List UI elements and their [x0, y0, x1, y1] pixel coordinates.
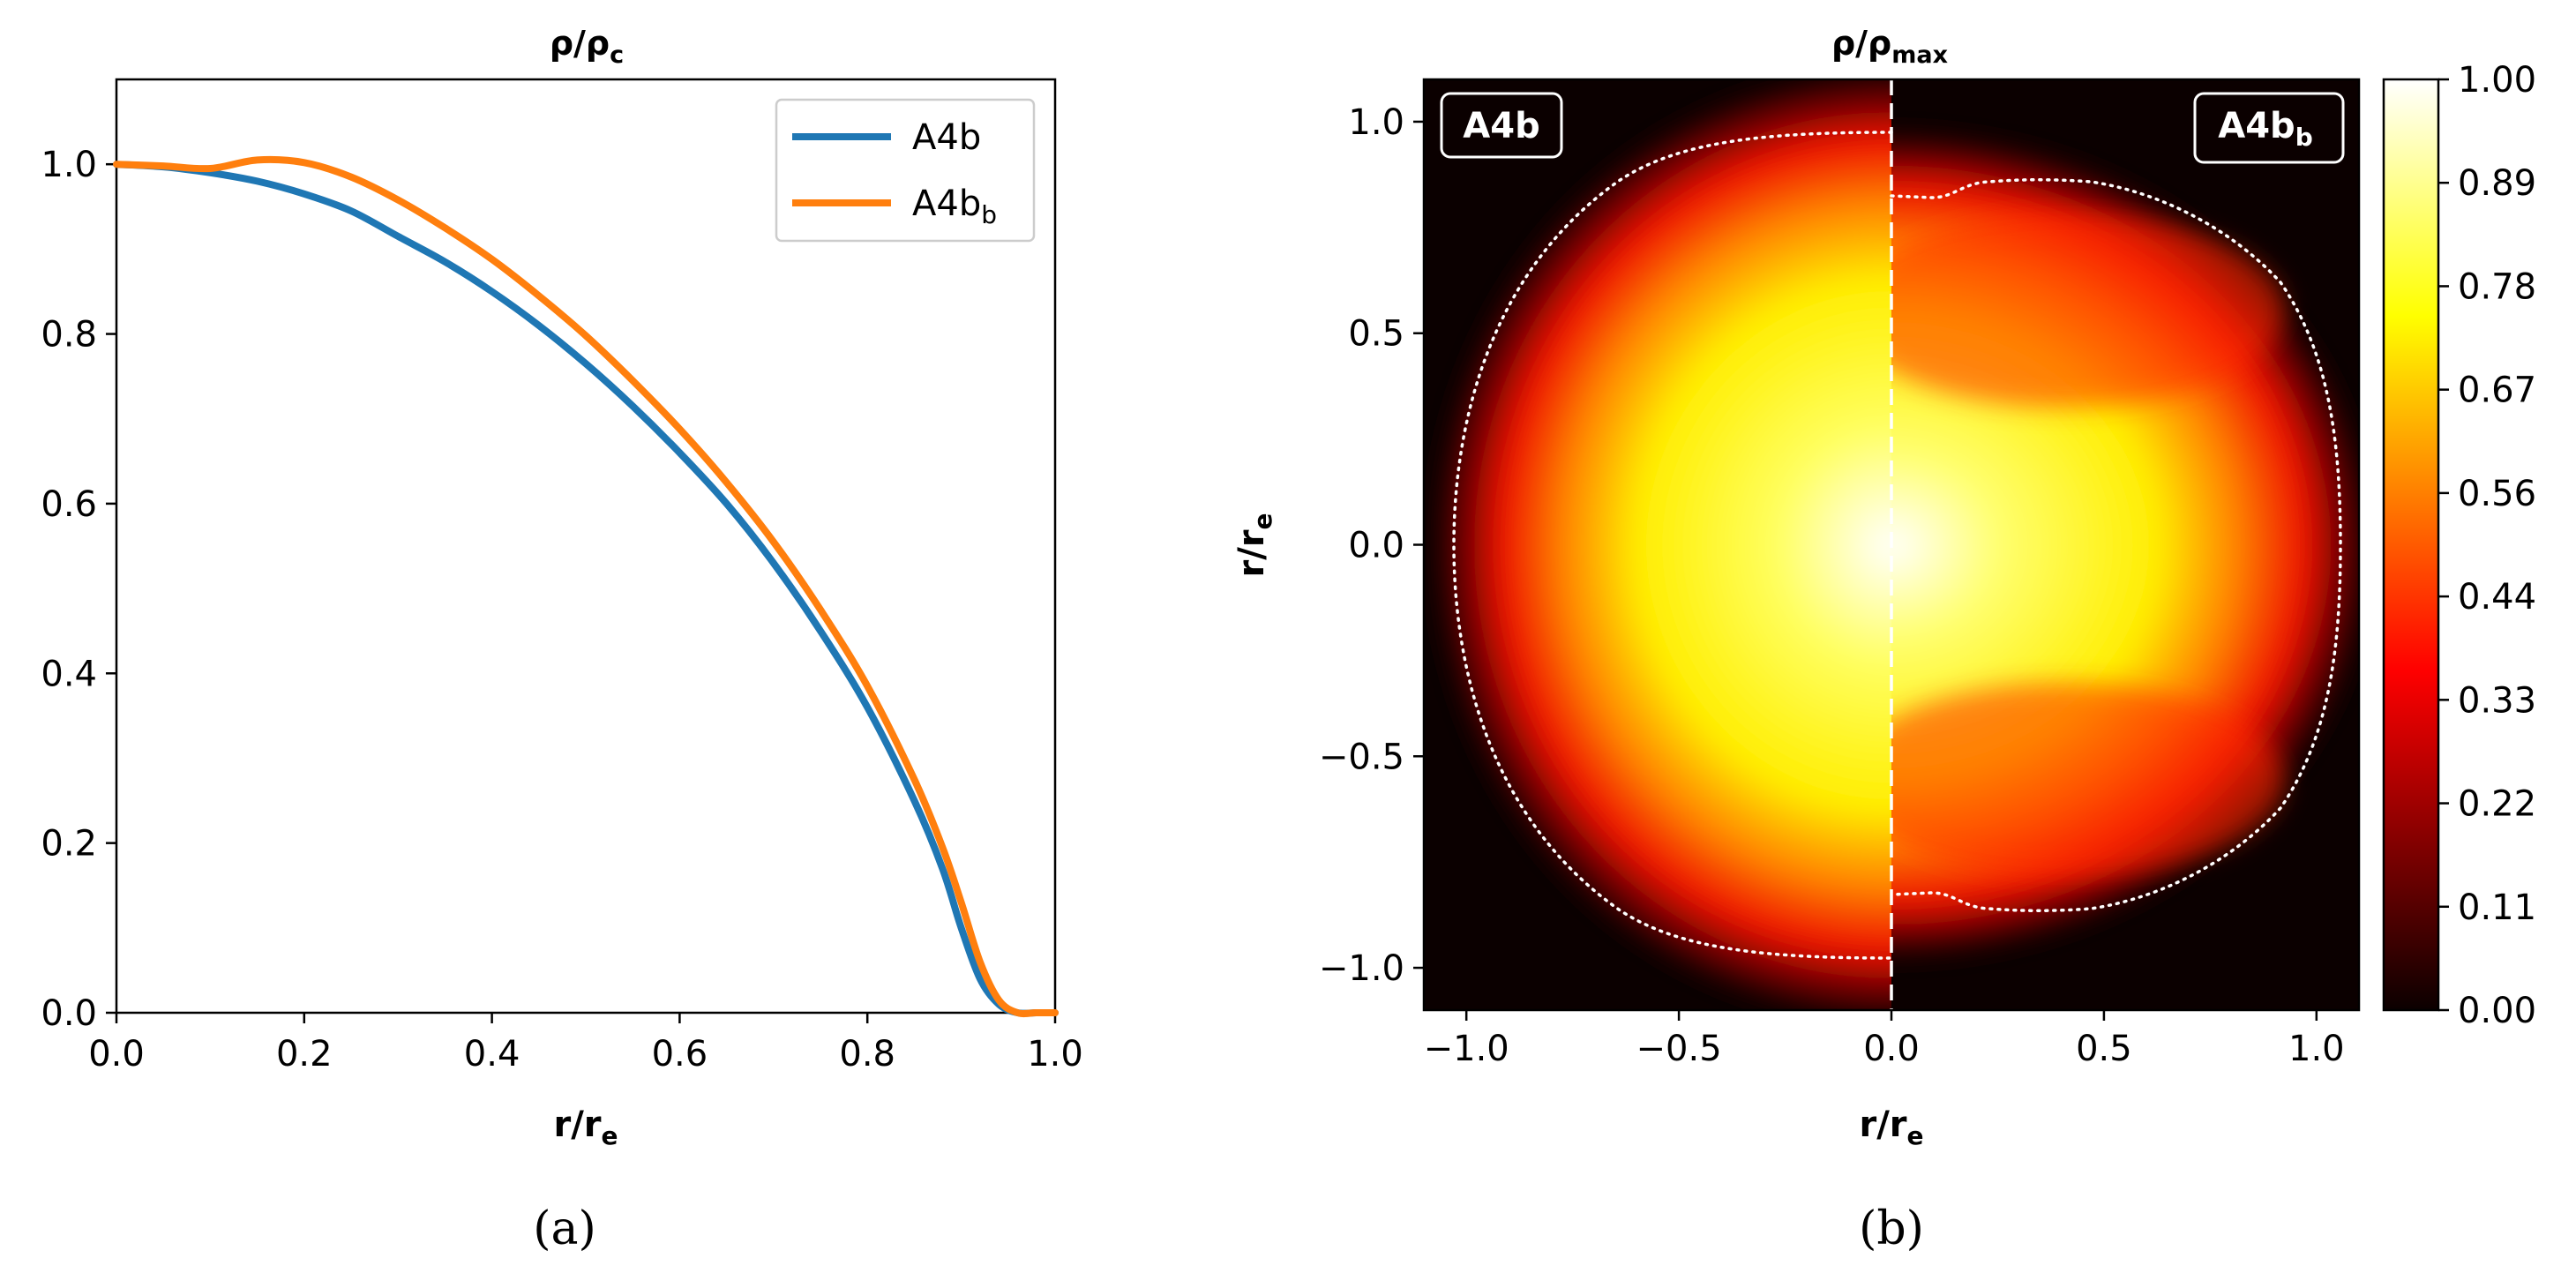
surface-contours: [1452, 131, 2342, 960]
chart-b-x-tick-label: 1.0: [2288, 1029, 2345, 1069]
chart-a-x-axis: 0.0 0.2 0.4 0.6 0.8 1.0: [88, 1013, 1083, 1075]
chart-a-title-main: ρ/ρ: [550, 24, 610, 63]
colorbar-tick-label: 0.33: [2458, 680, 2536, 721]
chart-b-x-label-sub: e: [1907, 1121, 1924, 1150]
chart-b-x-tick-label: −0.5: [1636, 1029, 1722, 1069]
chart-a-y-tick-label: 0.8: [41, 315, 97, 356]
label-a4bb-badge: A4bb: [2193, 92, 2345, 164]
label-a4b-text: A4b: [1463, 106, 1539, 146]
chart-a-x-label-sub: e: [602, 1121, 618, 1150]
chart-b-y-tick-label: 1.0: [1348, 102, 1404, 143]
label-a4b-main: A4b: [1463, 106, 1539, 146]
colorbar: 0.00 0.11 0.22 0.33 0.44 0.56 0.67 0.78 0.89 1.00: [2382, 60, 2536, 1031]
chart-b-y-tick-label: 0.0: [1348, 526, 1404, 566]
chart-a-title-sub: c: [610, 41, 624, 69]
chart-a-x-tick-label: 0.4: [464, 1034, 520, 1075]
label-a4bb-main: A4b: [2218, 106, 2295, 146]
chart-b-x-tick-label: −1.0: [1424, 1029, 1509, 1069]
caption-b: (b): [1859, 1202, 1924, 1255]
chart-b-y-label: r/re: [1232, 513, 1277, 577]
colorbar-tick-label: 0.22: [2458, 784, 2536, 825]
colorbar-tick-label: 0.89: [2458, 163, 2536, 204]
heatmap-right-half: [1891, 131, 2359, 960]
surface-contour-right: [1890, 178, 2342, 912]
heatmap-left-half: [1433, 79, 1891, 1010]
chart-b-title: ρ/ρmax: [1831, 24, 1948, 69]
colorbar-ticks: 0.00 0.11 0.22 0.33 0.44 0.56 0.67 0.78 0.89 1.00: [2438, 60, 2536, 1031]
chart-b-x-label-main: r/r: [1859, 1105, 1906, 1145]
chart-a-x-tick-label: 0.8: [839, 1034, 895, 1075]
chart-b-title-main: ρ/ρ: [1831, 24, 1891, 63]
chart-a-y-tick-label: 0.0: [41, 993, 97, 1034]
density-blob-a4b: [1433, 79, 1891, 1010]
legend-label-a4b: A4b: [912, 117, 981, 158]
colorbar-tick-label: 0.44: [2458, 577, 2536, 618]
chart-b-y-tick-label: −0.5: [1319, 737, 1404, 777]
series-line-a4bb: [113, 155, 1059, 1018]
colorbar-tick-label: 0.56: [2458, 474, 2536, 514]
chart-b-x-tick-label: 0.5: [2076, 1029, 2132, 1069]
legend-label-a4b-main: A4b: [912, 117, 981, 158]
chart-b-x-label: r/re: [1859, 1105, 1923, 1150]
chart-a-y-tick-label: 0.4: [41, 654, 97, 694]
chart-b-x-tick-label: 0.0: [1863, 1029, 1920, 1069]
label-a4b-box: [1440, 92, 1563, 159]
chart-a-y-tick-label: 0.6: [41, 484, 97, 525]
label-a4bb-sub: b: [2295, 123, 2313, 152]
chart-a-y-axis: 0.0 0.2 0.4 0.6 0.8 1.0: [41, 145, 116, 1034]
chart-a-series: [113, 155, 1059, 1018]
surface-contour-left: [1452, 131, 1893, 960]
label-a4bb-box: [2193, 92, 2345, 164]
chart-a-legend: A4b A4bb: [775, 98, 1036, 243]
caption-a: (a): [533, 1202, 596, 1255]
colorbar-tick-label: 0.11: [2458, 887, 2536, 928]
chart-a-x-tick-label: 1.0: [1027, 1034, 1083, 1075]
chart-b-y-label-sub: e: [1248, 513, 1277, 529]
legend-label-a4bb-sub: b: [981, 200, 997, 229]
chart-a-title: ρ/ρc: [550, 24, 624, 69]
label-a4bb-text: A4bb: [2218, 106, 2312, 152]
colorbar-tick-label: 0.78: [2458, 266, 2536, 307]
chart-a-x-tick-label: 0.0: [88, 1034, 145, 1075]
chart-a-y-tick-label: 0.2: [41, 824, 97, 865]
legend-label-a4bb-main: A4b: [912, 183, 981, 224]
series-line-a4b: [113, 161, 1059, 1017]
chart-b-y-tick-label: −1.0: [1319, 948, 1404, 989]
chart-b-x-axis: −1.0 −0.5 0.0 0.5 1.0: [1424, 1010, 2345, 1069]
chart-b-y-axis: −1.0 −0.5 0.0 0.5 1.0: [1319, 102, 1424, 989]
density-lobe-upper: [1891, 213, 2285, 408]
chart-a-x-tick-label: 0.6: [652, 1034, 708, 1075]
colorbar-tick-label: 0.00: [2458, 991, 2536, 1031]
chart-b-title-sub: max: [1891, 41, 1948, 69]
chart-b-y-tick-label: 0.5: [1348, 314, 1404, 355]
heatmap-panel: ρ/ρmax A4b A4bb −1.0 −0.5 0.0 0.5 1.0 −1.0−0…: [1232, 24, 2536, 1255]
legend-label-a4bb: A4bb: [912, 183, 997, 229]
chart-a-x-label-main: r/r: [553, 1105, 601, 1145]
line-chart-panel: ρ/ρc 0.0 0.2 0.4 0.6 0.8 1.0 0.0 0.2 0.4 0.6 0.8 1…: [41, 24, 1082, 1255]
label-a4b-badge: A4b: [1440, 92, 1563, 159]
density-lobe-lower: [1891, 683, 2285, 877]
chart-b-y-label-main: r/r: [1232, 529, 1272, 577]
colorbar-gradient: [2382, 78, 2440, 1012]
chart-a-x-tick-label: 0.2: [276, 1034, 333, 1075]
colorbar-tick-label: 1.00: [2458, 60, 2536, 101]
chart-a-x-label: r/re: [553, 1105, 618, 1150]
chart-a-y-tick-label: 1.0: [41, 145, 97, 185]
colorbar-tick-label: 0.67: [2458, 371, 2536, 411]
